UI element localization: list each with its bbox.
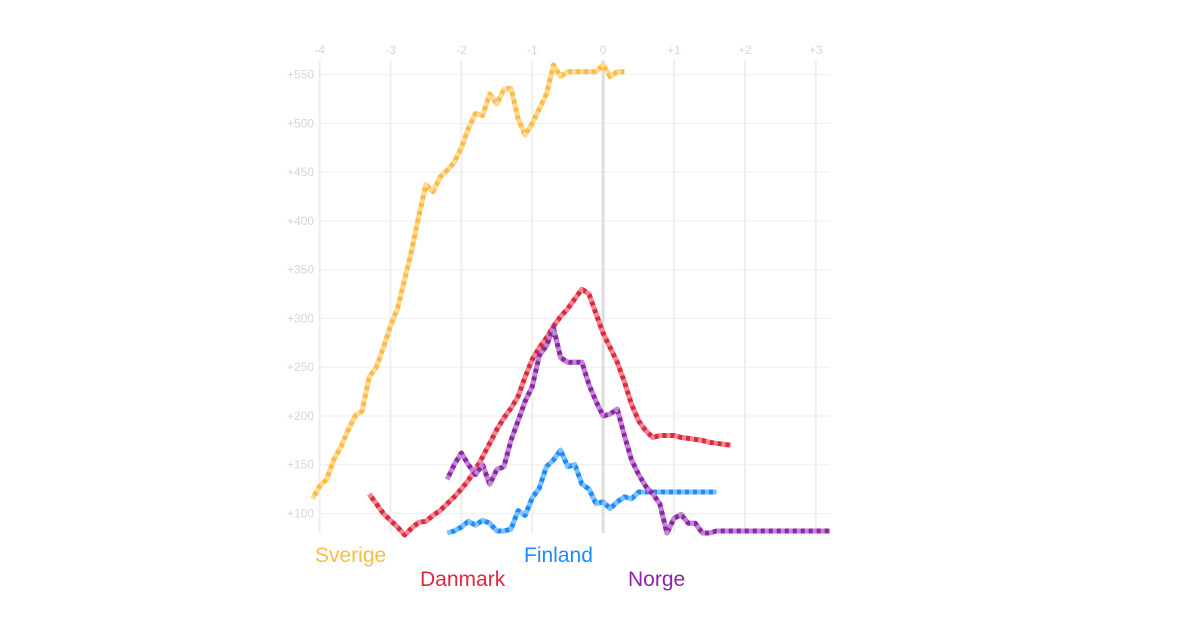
x-tick-label: +3: [809, 43, 823, 57]
legend-label-danmark: Danmark: [420, 568, 506, 591]
y-tick-label: +450: [287, 165, 314, 179]
legend-label-sverige: Sverige: [315, 544, 386, 567]
series-line-danmark: [367, 286, 732, 538]
x-tick-label: -1: [527, 43, 538, 57]
x-tick-label: +1: [667, 43, 681, 57]
legend: Sverige Danmark Finland Norge: [315, 544, 685, 591]
tick-labels: +100 +150 +200 +250 +300 +350 +400 +450 +500 +550…: [287, 43, 823, 520]
y-tick-label: +500: [287, 116, 314, 130]
x-tick-label: +2: [738, 43, 752, 57]
x-tick-label: 0: [600, 43, 607, 57]
legend-label-norge: Norge: [628, 568, 685, 591]
y-tick-label: +400: [287, 214, 314, 228]
series-dash-sverige: [310, 62, 625, 501]
series-line-norge: [444, 325, 830, 536]
y-tick-label: +300: [287, 311, 314, 325]
series-line-finland: [446, 447, 717, 536]
y-tick-label: +200: [287, 409, 314, 423]
series-line-sverige: [310, 62, 625, 501]
x-tick-label: -4: [314, 43, 325, 57]
series-dash-norge: [444, 325, 830, 536]
x-tick-label: -3: [385, 43, 396, 57]
y-tick-label: +100: [287, 506, 314, 520]
legend-label-finland: Finland: [524, 544, 593, 567]
series-layer: [310, 62, 830, 538]
y-tick-label: +250: [287, 360, 314, 374]
y-tick-label: +350: [287, 263, 314, 277]
x-tick-label: -2: [456, 43, 467, 57]
series-dash-danmark: [367, 286, 732, 538]
y-tick-label: +550: [287, 68, 314, 82]
y-tick-label: +150: [287, 458, 314, 472]
